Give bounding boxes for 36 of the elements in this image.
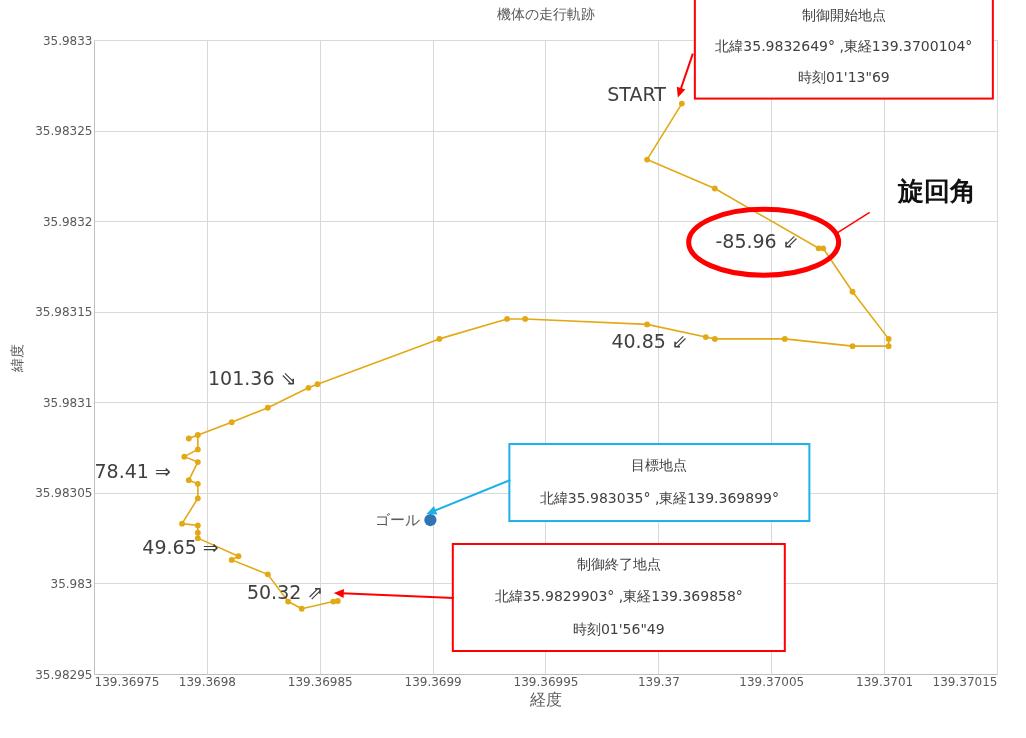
annotation: 目標地点: [631, 456, 688, 473]
annotation: 旋回角: [896, 175, 976, 206]
x-tick-label: 139.3699: [404, 674, 462, 689]
annotation: 北緯35.983035° ,東経139.369899°: [539, 490, 779, 507]
x-axis-title: 経度: [529, 689, 562, 709]
x-tick-label: 139.3698: [178, 674, 237, 689]
y-tick-label: 35.9833: [42, 33, 93, 48]
annotation: 制御終了地点: [576, 556, 661, 573]
x-tick-label: 139.3701: [855, 674, 914, 689]
y-tick-label: 35.98315: [35, 305, 93, 320]
y-tick-label: 35.9832: [42, 214, 93, 229]
chart-title: 機体の走行軌跡: [496, 6, 595, 22]
x-tick-label: 139.37005: [739, 674, 805, 689]
text: 制御開始地点: [801, 6, 886, 23]
y-tick-label: 35.98325: [35, 124, 93, 139]
x-tick-label: 139.37015: [932, 674, 998, 689]
x-tick-label: 139.36975: [94, 674, 160, 689]
annotation: 101.36 ⇘: [208, 367, 297, 390]
annotation: 時刻01'13"69: [797, 69, 890, 86]
y-axis-title: 緯度: [9, 343, 26, 373]
annotation: 78.41 ⇒: [94, 459, 171, 482]
y-tick-label: 35.9831: [42, 395, 93, 410]
annotation: START: [607, 83, 667, 106]
annotation: 北緯35.9832649° ,東経139.3700104°: [715, 38, 973, 55]
y-tick-label: 35.983: [50, 576, 93, 591]
x-tick-label: 139.37: [637, 674, 680, 689]
annotation: 49.65 ⇒: [142, 536, 219, 559]
annotation: -85.96 ⇙: [715, 229, 799, 252]
y-tick-label: 35.98305: [35, 486, 93, 501]
annotation: 北緯35.9829903° ,東経139.369858°: [494, 588, 743, 605]
series-label: ゴール: [375, 511, 421, 530]
annotation: 時刻01'56"49: [572, 620, 665, 637]
x-tick-label: 139.36995: [513, 674, 579, 689]
y-tick-label: 35.98295: [35, 667, 93, 682]
annotation: 40.85 ⇙: [611, 329, 688, 352]
x-tick-label: 139.36985: [287, 674, 353, 689]
